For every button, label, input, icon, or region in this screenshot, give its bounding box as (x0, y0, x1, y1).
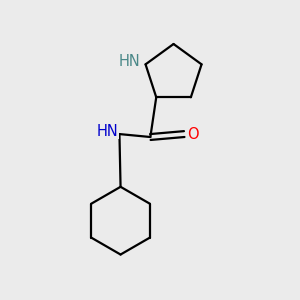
Text: HN: HN (118, 54, 140, 69)
Text: O: O (187, 127, 199, 142)
Text: HN: HN (96, 124, 118, 139)
